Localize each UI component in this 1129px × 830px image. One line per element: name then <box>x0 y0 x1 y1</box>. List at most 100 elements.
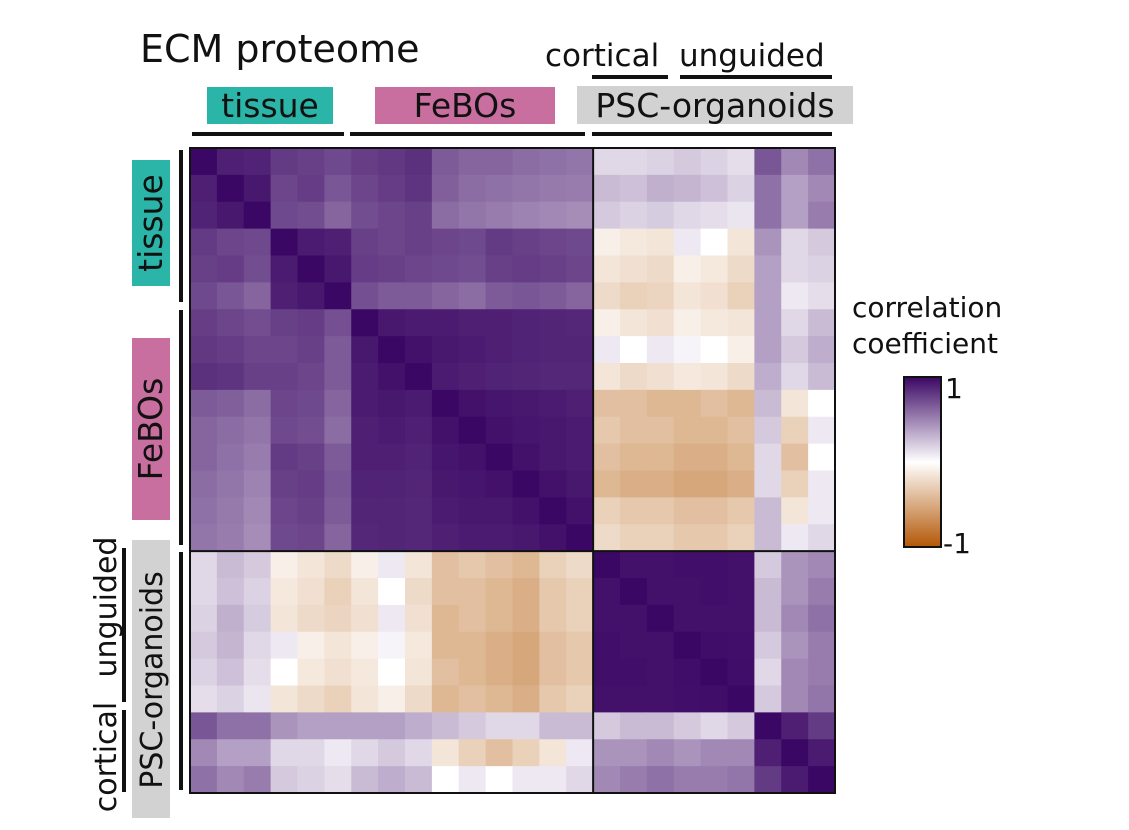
heatmap-cell-r2-c17 <box>646 201 675 230</box>
heatmap-cell-r8-c22 <box>781 363 809 391</box>
heatmap-cell-r4-c4 <box>297 255 325 283</box>
heatmap-cell-r19-c17 <box>646 658 675 687</box>
heatmap-cell-r11-c13 <box>539 443 567 472</box>
heatmap-cell-r23-c5 <box>324 766 352 794</box>
heatmap-cell-r17-c22 <box>781 604 809 633</box>
heatmap-cell-r2-c16 <box>620 201 648 230</box>
col-subgroup-label-cortical: cortical <box>545 38 659 74</box>
heatmap-cell-r13-c16 <box>620 497 648 525</box>
heatmap-cell-r19-c21 <box>754 658 782 687</box>
heatmap-cell-r15-c13 <box>539 551 567 579</box>
heatmap-cell-r5-c21 <box>754 282 782 310</box>
heatmap-cell-r23-c16 <box>620 766 648 794</box>
heatmap-cell-r1-c20 <box>727 174 755 203</box>
heatmap-cell-r3-c12 <box>512 228 540 257</box>
heatmap-cell-r1-c13 <box>539 174 567 203</box>
heatmap-cell-r4-c12 <box>512 255 540 283</box>
heatmap-cell-r14-c21 <box>754 524 782 552</box>
heatmap-cell-r18-c10 <box>458 631 487 660</box>
heatmap-cell-r3-c9 <box>431 228 460 257</box>
heatmap-cell-r21-c23 <box>808 712 836 740</box>
heatmap-cell-r2-c7 <box>378 201 406 230</box>
heatmap-cell-r5-c4 <box>297 282 325 310</box>
heatmap-cell-r2-c20 <box>727 201 755 230</box>
heatmap-cell-r12-c0 <box>190 470 218 498</box>
heatmap-cell-r2-c5 <box>324 201 352 230</box>
heatmap-cell-r16-c22 <box>781 578 809 606</box>
heatmap-cell-r8-c12 <box>512 363 540 391</box>
heatmap-cell-r22-c8 <box>405 739 433 767</box>
heatmap-cell-r10-c6 <box>351 416 379 445</box>
heatmap-cell-r5-c13 <box>539 282 567 310</box>
heatmap-cell-r13-c14 <box>566 497 594 525</box>
heatmap-cell-r8-c5 <box>324 363 352 391</box>
heatmap-cell-r23-c17 <box>646 766 675 794</box>
heatmap-cell-r13-c12 <box>512 497 540 525</box>
heatmap-cell-r8-c1 <box>216 363 245 391</box>
heatmap-cell-r18-c3 <box>270 631 299 660</box>
col-group-bg-tissue <box>207 87 333 124</box>
heatmap-cell-r2-c13 <box>539 201 567 230</box>
heatmap-cell-r21-c12 <box>512 712 540 740</box>
heatmap-cell-r21-c3 <box>270 712 299 740</box>
heatmap-cell-r21-c8 <box>405 712 433 740</box>
heatmap-cell-r0-c15 <box>593 148 621 176</box>
heatmap-cell-r5-c19 <box>700 282 729 310</box>
heatmap-cell-r23-c18 <box>673 766 702 794</box>
heatmap-cell-r14-c8 <box>405 524 433 552</box>
heatmap-cell-r2-c3 <box>270 201 299 230</box>
heatmap-cell-r17-c4 <box>297 604 325 633</box>
heatmap-cell-r10-c16 <box>620 416 648 445</box>
heatmap-cell-r19-c16 <box>620 658 648 687</box>
heatmap-cell-r20-c14 <box>566 685 594 713</box>
heatmap-cell-r4-c18 <box>673 255 702 283</box>
heatmap-cell-r12-c8 <box>405 470 433 498</box>
heatmap-cell-r12-c19 <box>700 470 729 498</box>
heatmap-cell-r22-c10 <box>458 739 487 767</box>
heatmap-cell-r19-c18 <box>673 658 702 687</box>
heatmap-cell-r15-c10 <box>458 551 487 579</box>
heatmap-cell-r0-c12 <box>512 148 540 176</box>
heatmap-cell-r23-c3 <box>270 766 299 794</box>
heatmap-cell-r0-c8 <box>405 148 433 176</box>
heatmap-cell-r11-c12 <box>512 443 540 472</box>
heatmap-cell-r0-c5 <box>324 148 352 176</box>
heatmap-cell-r10-c18 <box>673 416 702 445</box>
heatmap-cell-r6-c6 <box>351 309 379 337</box>
heatmap-cell-r8-c23 <box>808 363 836 391</box>
heatmap-cell-r5-c5 <box>324 282 352 310</box>
heatmap-cell-r4-c15 <box>593 255 621 283</box>
heatmap-cell-r1-c16 <box>620 174 648 203</box>
heatmap-cell-r1-c0 <box>190 174 218 203</box>
heatmap-cell-r6-c9 <box>431 309 460 337</box>
heatmap-cell-r6-c10 <box>458 309 487 337</box>
heatmap-cell-r23-c8 <box>405 766 433 794</box>
heatmap-cell-r2-c9 <box>431 201 460 230</box>
heatmap-cell-r7-c10 <box>458 336 487 364</box>
heatmap-cell-r14-c16 <box>620 524 648 552</box>
heatmap-cell-r6-c7 <box>378 309 406 337</box>
heatmap-cell-r18-c18 <box>673 631 702 660</box>
heatmap-cell-r13-c0 <box>190 497 218 525</box>
heatmap-cell-r2-c23 <box>808 201 836 230</box>
heatmap-cell-r7-c5 <box>324 336 352 364</box>
heatmap-cell-r18-c23 <box>808 631 836 660</box>
heatmap-cell-r14-c11 <box>485 524 514 552</box>
heatmap-cell-r7-c7 <box>378 336 406 364</box>
heatmap-cell-r3-c11 <box>485 228 514 257</box>
heatmap-cell-r9-c21 <box>754 389 782 418</box>
heatmap-cell-r3-c6 <box>351 228 379 257</box>
heatmap-cell-r10-c10 <box>458 416 487 445</box>
col-group-bg-febos <box>375 87 555 124</box>
heatmap-cell-r17-c7 <box>378 604 406 633</box>
heatmap-cell-r13-c3 <box>270 497 299 525</box>
heatmap-cell-r9-c12 <box>512 389 540 418</box>
heatmap-cell-r0-c22 <box>781 148 809 176</box>
heatmap-cell-r23-c7 <box>378 766 406 794</box>
heatmap-cell-r20-c3 <box>270 685 299 713</box>
heatmap-cell-r9-c23 <box>808 389 836 418</box>
heatmap-cell-r8-c2 <box>243 363 272 391</box>
heatmap-cell-r18-c0 <box>190 631 218 660</box>
heatmap-cell-r17-c5 <box>324 604 352 633</box>
heatmap-cell-r17-c17 <box>646 604 675 633</box>
